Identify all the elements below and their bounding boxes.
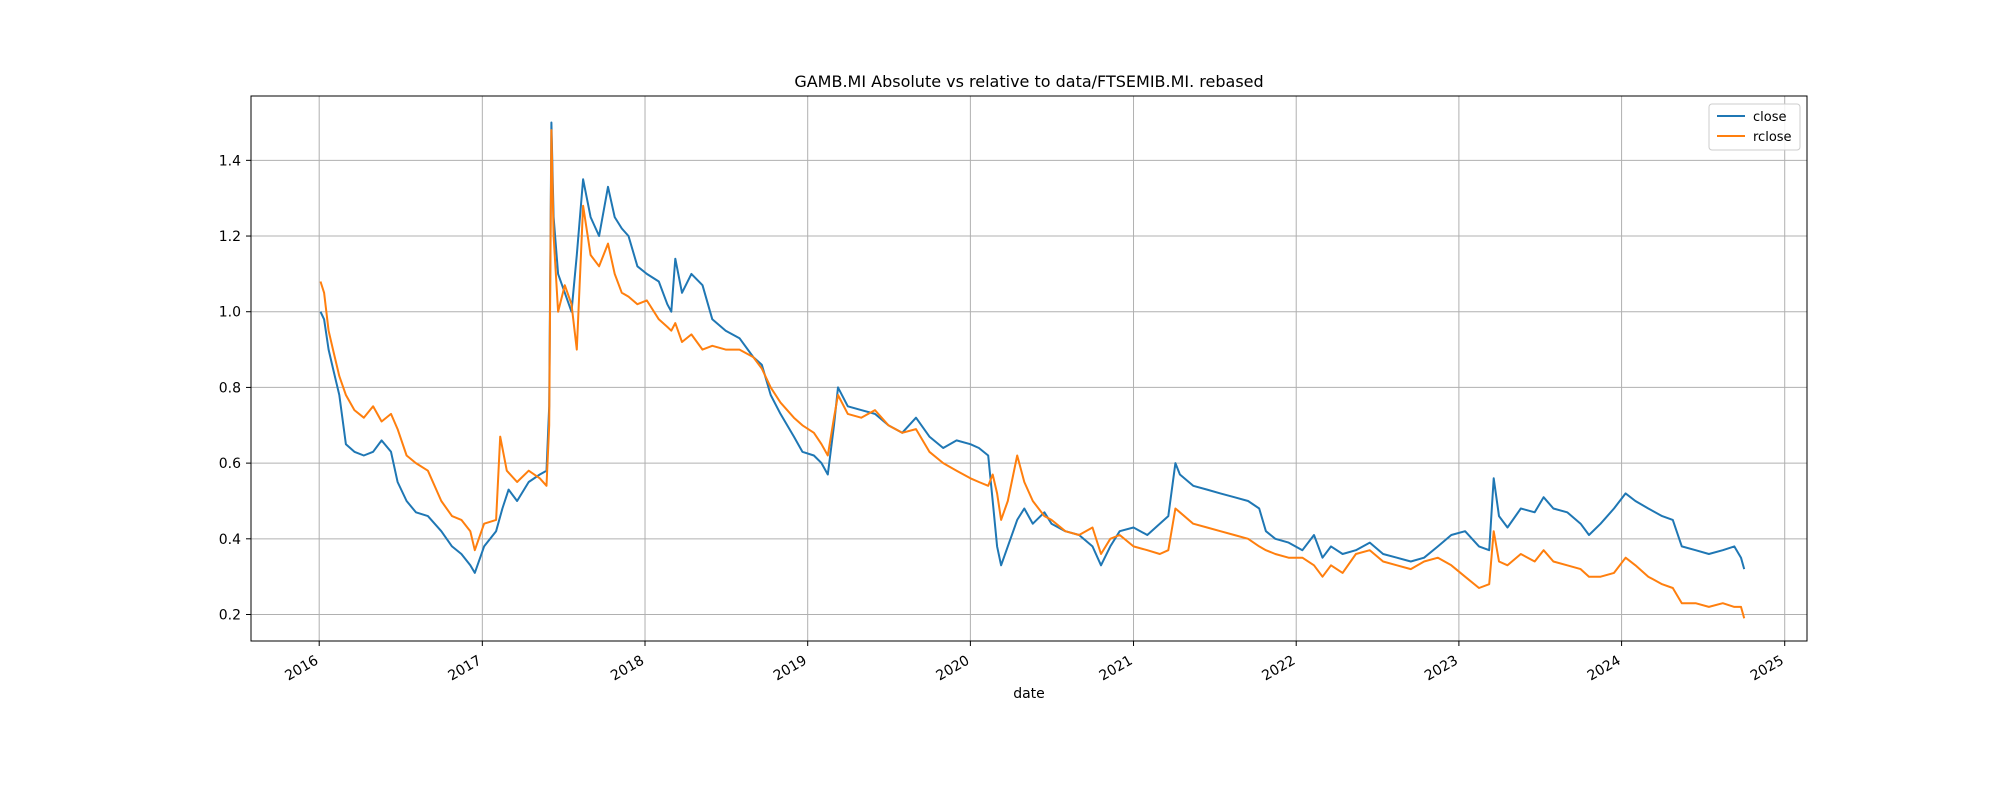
- y-tick-label: 0.4: [219, 532, 241, 548]
- legend-label-rclose: rclose: [1753, 130, 1792, 145]
- legend: close rclose: [1708, 103, 1801, 151]
- y-tick-label: 0.2: [219, 608, 241, 624]
- y-tick-label: 0.6: [219, 456, 241, 472]
- chart-title: GAMB.MI Absolute vs relative to data/FTS…: [794, 72, 1263, 91]
- plot-frame: [250, 95, 1808, 642]
- series-line-rclose: [319, 129, 1746, 619]
- y-tick-label: 0.8: [219, 380, 241, 396]
- y-tick-label: 1.2: [219, 229, 241, 245]
- y-axis-ticks: 0.2 0.4 0.6 0.8 1.0 1.2 1.4: [219, 153, 251, 624]
- x-axis-label: date: [1013, 686, 1045, 702]
- series-lines: [319, 121, 1746, 619]
- legend-label-close: close: [1753, 110, 1786, 125]
- series-line-close: [319, 121, 1746, 574]
- y-tick-label: 1.0: [219, 305, 241, 321]
- grid: [251, 96, 1807, 641]
- y-tick-label: 1.4: [219, 153, 241, 169]
